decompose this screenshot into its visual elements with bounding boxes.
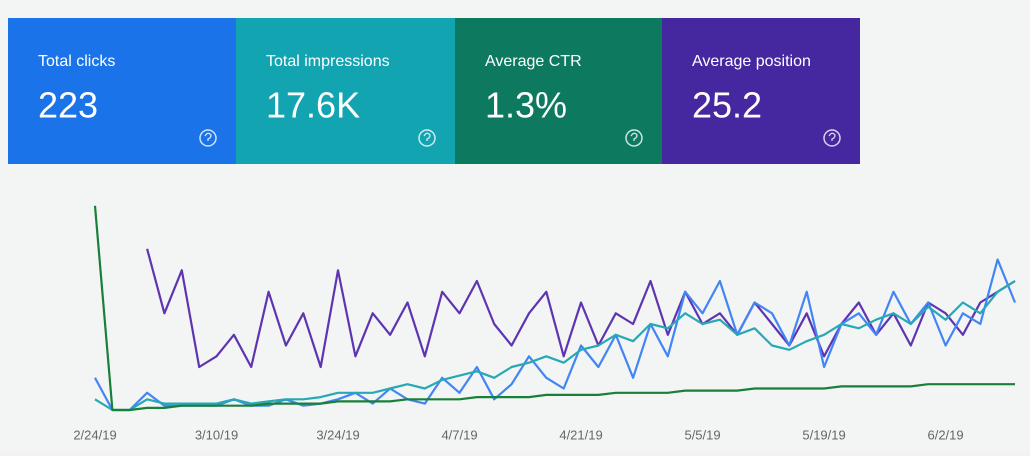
help-glyph xyxy=(423,132,431,141)
help-glyph xyxy=(828,132,836,141)
help-icon[interactable] xyxy=(418,129,436,147)
metric-value: 1.3% xyxy=(485,85,567,126)
metric-label: Average position xyxy=(692,53,811,70)
x-tick-label: 2/24/19 xyxy=(73,427,116,442)
metric-value: 223 xyxy=(38,85,98,126)
series-line xyxy=(94,280,1016,412)
metric-label: Average CTR xyxy=(485,53,582,70)
metric-value: 25.2 xyxy=(692,85,762,126)
x-tick-label: 3/24/19 xyxy=(316,427,359,442)
series-line xyxy=(146,248,1016,369)
x-tick-label: 4/7/19 xyxy=(441,427,477,442)
x-tick-label: 5/19/19 xyxy=(802,427,845,442)
help-glyph xyxy=(630,132,638,141)
help-icon[interactable] xyxy=(199,129,217,147)
x-tick-label: 3/10/19 xyxy=(195,427,238,442)
help-icon[interactable] xyxy=(823,129,841,147)
x-tick-label: 5/5/19 xyxy=(684,427,720,442)
x-tick-label: 6/2/19 xyxy=(927,427,963,442)
help-icon[interactable] xyxy=(625,129,643,147)
metric-card[interactable] xyxy=(455,18,662,164)
metric-card[interactable] xyxy=(662,18,860,164)
help-glyph xyxy=(204,132,212,141)
x-tick-label: 4/21/19 xyxy=(559,427,602,442)
metric-label: Total impressions xyxy=(266,53,390,70)
metric-card[interactable] xyxy=(8,18,236,164)
metric-label: Total clicks xyxy=(38,53,115,70)
series-line xyxy=(93,205,1015,412)
metric-value: 17.6K xyxy=(266,85,360,126)
